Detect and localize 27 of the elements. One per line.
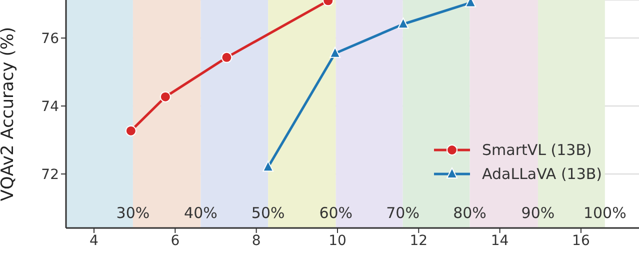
y-axis-title: VQAv2 Accuracy (%)	[0, 26, 18, 202]
x-tick-label: 6	[170, 232, 180, 249]
point	[398, 18, 409, 29]
x-tick-label: 8	[252, 232, 261, 249]
y-tick-label: 72	[41, 166, 59, 183]
band-label: 100%	[583, 204, 626, 222]
band-label: 60%	[319, 204, 353, 222]
band-label: 40%	[184, 204, 218, 222]
x-tick-label: 10	[328, 232, 346, 249]
x-tick-label: 12	[410, 232, 428, 249]
y-tick-label: 74	[41, 98, 60, 115]
point	[330, 46, 341, 58]
band-label: 80%	[453, 204, 486, 222]
point	[125, 125, 136, 136]
band-label: 30%	[116, 204, 150, 222]
x-tick-label: 14	[490, 232, 509, 249]
legend-label: SmartVL (13B)	[482, 141, 592, 159]
legend-label: AdaLLaVA (13B)	[482, 165, 602, 183]
band-label: 90%	[521, 204, 555, 222]
band-label: 70%	[386, 204, 420, 222]
point	[262, 160, 274, 172]
point	[221, 52, 232, 63]
x-tick-label: 4	[90, 232, 99, 249]
x-tick-label: 16	[572, 232, 590, 249]
point	[160, 91, 171, 102]
band-label: 50%	[251, 204, 285, 222]
y-tick-label: 76	[41, 31, 60, 48]
